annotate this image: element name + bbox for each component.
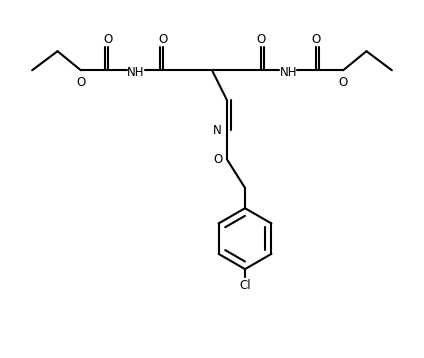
Text: O: O [213, 153, 222, 166]
Text: N: N [213, 124, 222, 137]
Text: O: O [159, 33, 168, 46]
Text: O: O [338, 76, 348, 88]
Text: O: O [256, 33, 265, 46]
Text: Cl: Cl [239, 279, 251, 292]
Text: O: O [311, 33, 320, 46]
Text: NH: NH [127, 66, 145, 79]
Text: O: O [104, 33, 113, 46]
Text: NH: NH [279, 66, 297, 79]
Text: O: O [76, 76, 86, 88]
